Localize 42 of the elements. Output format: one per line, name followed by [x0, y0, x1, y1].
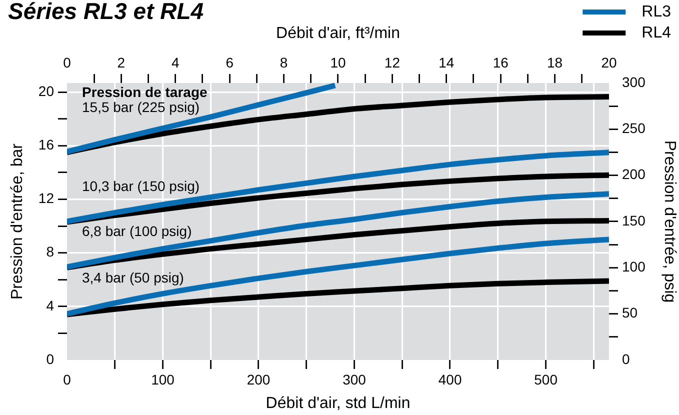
- y2-tick-label: 100: [622, 258, 646, 275]
- annotation: Pression de tarage: [82, 84, 208, 100]
- x-tick-label: 300: [342, 371, 366, 388]
- x2-tick-label: 10: [330, 54, 346, 70]
- y2-axis-title: Pression d'entrée, psig: [660, 140, 678, 303]
- y-tick-label: 8: [46, 244, 54, 260]
- x-tick-label: 400: [438, 371, 462, 388]
- annotation: 3,4 bar (50 psig): [82, 269, 184, 286]
- x2-tick-label: 2: [117, 54, 126, 70]
- y2-tick-label: 300: [622, 74, 646, 90]
- y-tick-label: 4: [46, 297, 54, 314]
- x-axis-title: Débit d'air, std L/min: [266, 394, 410, 412]
- x2-tick-label: 6: [226, 54, 234, 70]
- x2-tick-label: 16: [492, 54, 509, 70]
- x-tick-label: 0: [63, 371, 72, 388]
- x2-tick-label: 14: [438, 54, 454, 70]
- x2-tick-label: 8: [280, 54, 288, 70]
- y2-tick-label: 0: [622, 350, 630, 367]
- y2-tick-label: 150: [622, 212, 646, 228]
- x2-tick-label: 18: [547, 54, 563, 70]
- legend-label: RL3: [642, 3, 672, 20]
- annotation: 6,8 bar (100 psig): [82, 223, 192, 240]
- y2-tick-label: 50: [622, 304, 638, 321]
- chart-title: Séries RL3 et RL4: [8, 0, 204, 24]
- y-tick-label: 16: [38, 136, 54, 153]
- x-tick-label: 200: [246, 371, 270, 388]
- x2-tick-label: 0: [63, 54, 72, 70]
- x2-tick-label: 4: [172, 54, 180, 70]
- x-tick-label: 100: [151, 371, 175, 388]
- annotation: 10,3 bar (150 psig): [82, 178, 200, 194]
- y-tick-label: 20: [38, 82, 54, 99]
- annotation: 15,5 bar (225 psig): [82, 98, 200, 115]
- x-tick-label: 500: [534, 371, 558, 388]
- y-tick-label: 0: [46, 350, 54, 367]
- y-axis-title: Pression d'entrée, bar: [9, 142, 26, 300]
- legend-label: RL4: [642, 24, 672, 42]
- y2-tick-label: 200: [622, 166, 646, 182]
- x2-axis-title: Débit d'air, ft³/min: [276, 25, 400, 42]
- x2-tick-label: 20: [601, 54, 617, 70]
- y2-tick-label: 250: [622, 120, 646, 136]
- x2-tick-label: 12: [384, 54, 400, 70]
- y-tick-label: 12: [38, 190, 54, 206]
